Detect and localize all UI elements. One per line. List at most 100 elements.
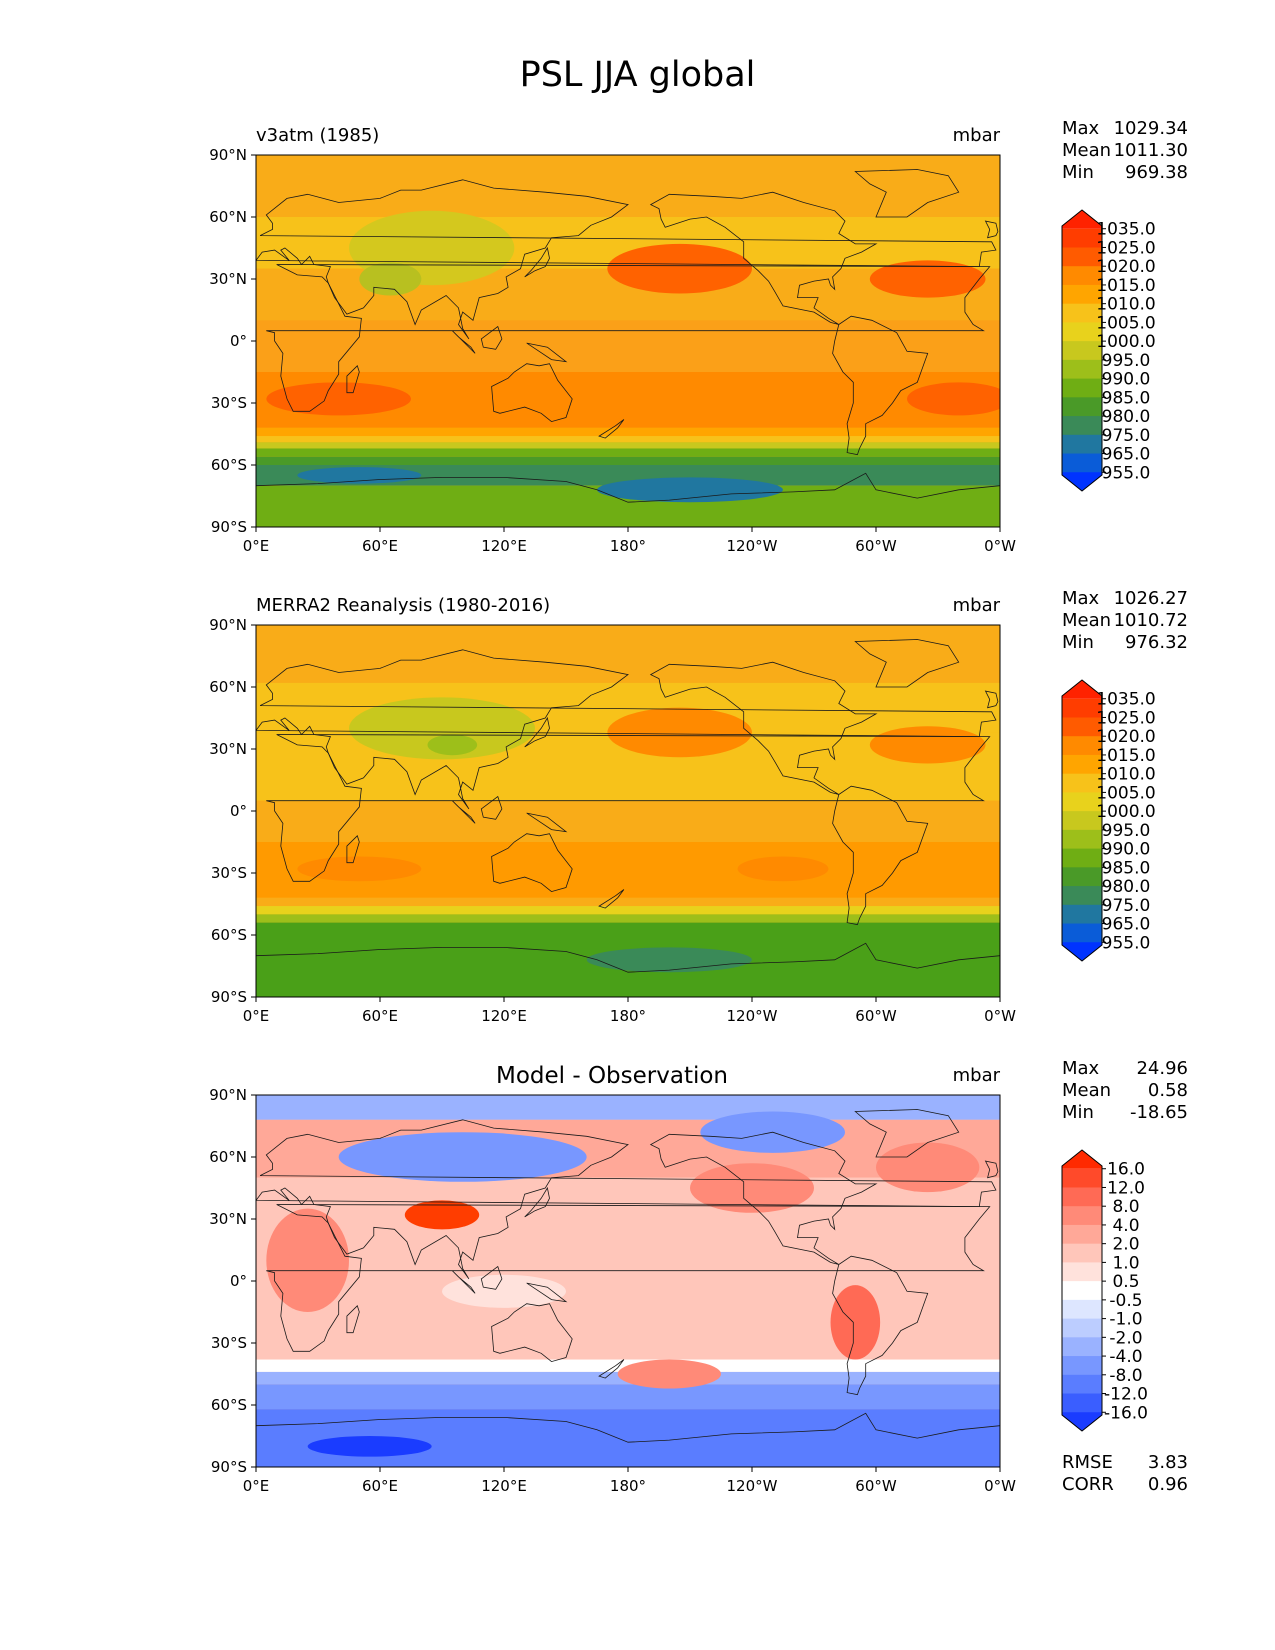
field-blob	[586, 947, 752, 973]
coastline-new-zealand	[598, 889, 625, 909]
xtick-label: 0°E	[243, 1007, 270, 1025]
colorbar-label: 1.0	[1112, 1253, 1139, 1273]
extra-stat-value: 0.96	[1148, 1474, 1188, 1495]
ytick-label: 90°N	[209, 616, 247, 634]
field-band	[256, 625, 1000, 683]
panel-subtitle: MERRA2 Reanalysis (1980-2016)	[256, 595, 550, 616]
colorbar-outline	[1061, 679, 1103, 962]
panel-subtitle: Model - Observation	[496, 1063, 728, 1089]
xtick-label: 60°E	[362, 1477, 398, 1495]
field-blob	[907, 382, 1000, 416]
field-blob	[617, 1359, 721, 1389]
colorbar-label: 1025.0	[1096, 708, 1155, 728]
field-blob	[307, 1436, 432, 1457]
colorbar-label: 985.0	[1102, 388, 1151, 408]
panel-model: v3atm (1985) mbar 90°N 60°N 30°N 0° 30°S 60°S 90…	[209, 118, 1188, 555]
colorbar-label: 1025.0	[1096, 238, 1155, 258]
colorbar-label: 1000.0	[1096, 802, 1155, 822]
coastline-australia	[491, 363, 573, 423]
coastline-australia	[491, 833, 573, 893]
colorbar-swatch	[1062, 359, 1102, 380]
coastline-japan	[524, 246, 550, 278]
field-blob	[338, 1132, 587, 1182]
stat-value: 976.32	[1125, 632, 1188, 653]
field-blob	[349, 697, 535, 760]
coastline-uk	[984, 1160, 999, 1179]
xtick-label: 180°	[610, 1007, 646, 1025]
colorbar-swatch	[1062, 736, 1102, 756]
ytick-label: 30°S	[211, 394, 247, 412]
colorbar-swatch	[1062, 1318, 1102, 1338]
colorbar-swatch	[1062, 773, 1102, 793]
colorbar-label: 980.0	[1102, 877, 1151, 897]
coastline-south-america	[832, 1255, 929, 1396]
colorbar-swatch	[1062, 1299, 1102, 1320]
stat-value: 24.96	[1136, 1058, 1188, 1079]
field-band	[256, 897, 1000, 907]
coastline-new-guinea	[526, 812, 568, 833]
colorbar-swatch	[1062, 1374, 1102, 1395]
field-blob	[830, 1285, 881, 1360]
stat-label: Min	[1062, 632, 1094, 653]
xtick-label: 120°W	[727, 1477, 778, 1495]
coastline-south-america	[832, 315, 929, 456]
colorbar-extend-bottom	[1062, 942, 1102, 961]
coastline-africa	[266, 1204, 991, 1352]
stat-label: Mean	[1062, 1080, 1111, 1101]
stat-label: Mean	[1062, 610, 1111, 631]
extra-stat-value: 3.83	[1148, 1452, 1188, 1473]
colorbar-swatch	[1062, 228, 1102, 248]
ytick-label: 60°S	[211, 456, 247, 474]
colorbar-label: 1020.0	[1096, 727, 1155, 747]
colorbar-label: -2.0	[1109, 1328, 1142, 1348]
coastline-greenland	[854, 1109, 960, 1158]
colorbar-extend-top	[1062, 1150, 1102, 1169]
ytick-label: 60°N	[209, 1148, 247, 1166]
colorbar-swatch	[1062, 303, 1102, 323]
colorbar-swatch	[1062, 792, 1102, 812]
coastline-madagascar	[346, 1305, 360, 1334]
coastline-uk	[984, 690, 999, 709]
colorbar-label: -1.0	[1109, 1310, 1142, 1330]
colorbar-swatch	[1062, 829, 1102, 850]
colorbar-swatch	[1062, 811, 1102, 831]
field-band	[256, 906, 1000, 915]
ytick-label: 30°N	[209, 270, 247, 288]
colorbar-swatch	[1062, 717, 1102, 737]
stat-label: Min	[1062, 162, 1094, 183]
colorbar-label: 955.0	[1102, 933, 1151, 953]
figure-title: PSL JJA global	[519, 55, 756, 95]
field-blob	[427, 734, 478, 756]
colorbar-swatch	[1062, 1262, 1102, 1282]
coastline-greenland	[854, 169, 960, 218]
coastline-africa	[266, 734, 991, 882]
colorbar-label: 995.0	[1102, 351, 1151, 371]
stat-value: 1010.72	[1114, 610, 1188, 631]
colorbar-label: 1020.0	[1096, 257, 1155, 277]
stat-value: -18.65	[1130, 1102, 1188, 1123]
colorbar-swatch	[1062, 378, 1102, 398]
colorbar-extend-top	[1062, 680, 1102, 699]
field-blob	[607, 243, 753, 294]
stat-label: Min	[1062, 1102, 1094, 1123]
xtick-label: 120°W	[727, 1007, 778, 1025]
coastline-north-america	[649, 191, 878, 325]
coastline-africa	[266, 264, 991, 412]
colorbar-swatch	[1062, 1356, 1102, 1376]
colorbar-swatch	[1062, 1206, 1102, 1226]
field-band	[256, 800, 1000, 842]
colorbar-swatch	[1062, 904, 1102, 925]
colorbar-outline	[1061, 209, 1103, 492]
field-band	[256, 465, 1000, 486]
colorbar-label: 985.0	[1102, 858, 1151, 878]
colorbar-label: 965.0	[1102, 445, 1151, 465]
xtick-label: 0°E	[243, 1477, 270, 1495]
colorbar-swatch	[1062, 1168, 1102, 1188]
coastline-europe-asia	[256, 1119, 997, 1280]
field-blob	[359, 262, 422, 296]
field-blob	[404, 1200, 480, 1230]
colorbar-label: 1010.0	[1096, 765, 1155, 785]
coastline-new-zealand	[598, 419, 625, 439]
colorbar-swatch	[1062, 341, 1102, 361]
